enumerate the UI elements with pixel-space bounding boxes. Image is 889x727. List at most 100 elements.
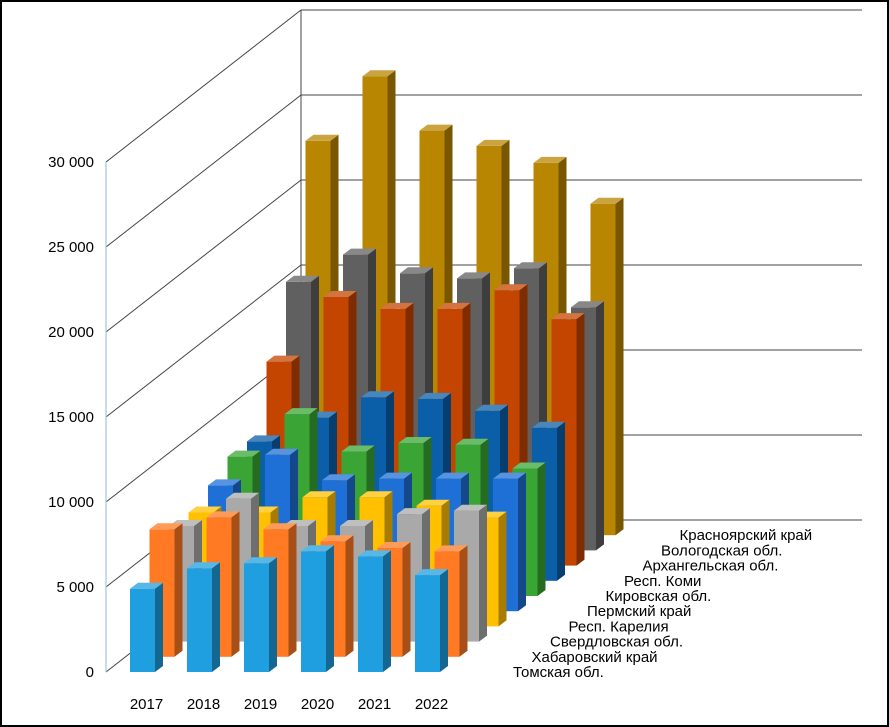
x-tick-label: 2021 xyxy=(358,696,391,713)
bar-top xyxy=(359,491,393,498)
bar xyxy=(130,582,163,672)
series-label: Кировская обл. xyxy=(606,588,712,605)
series-label: Томская обл. xyxy=(513,664,604,681)
bar-top xyxy=(149,523,183,530)
bar-side xyxy=(498,511,507,627)
bar-side xyxy=(440,569,448,672)
bar-side xyxy=(518,472,526,612)
bar-side xyxy=(383,550,391,672)
bar xyxy=(301,545,334,672)
bar-side xyxy=(212,562,220,672)
series-label: Свердловская обл. xyxy=(550,634,683,651)
bar-top xyxy=(397,508,430,515)
x-tick-label: 2019 xyxy=(244,696,277,713)
bar-top xyxy=(226,492,259,499)
bar-top xyxy=(286,275,319,282)
bar-top xyxy=(454,504,487,511)
bar-top xyxy=(494,284,528,291)
bar-top xyxy=(358,550,391,557)
bar-top xyxy=(571,301,604,308)
bar-top xyxy=(320,535,354,542)
series-label: Респ. Коми xyxy=(624,573,701,590)
bar-top xyxy=(419,124,453,131)
bar-top xyxy=(533,156,567,163)
chart-labels: 0 5 000 10 000 15 000 20 000 25 000 30 000 2017… xyxy=(48,154,812,713)
bar-side xyxy=(615,197,624,536)
bar-top xyxy=(476,139,510,146)
bar-side xyxy=(459,545,468,657)
bar-top xyxy=(341,445,375,452)
bar-top xyxy=(187,562,220,569)
series-label: Пермский край xyxy=(587,603,691,620)
bar-top xyxy=(455,438,489,445)
series-label: Респ. Карелия xyxy=(569,618,669,635)
y-tick-label: 10 000 xyxy=(48,494,94,511)
bar-top xyxy=(305,134,339,141)
bar-top xyxy=(398,437,432,443)
bar-top xyxy=(512,462,546,469)
bar xyxy=(358,550,391,672)
bar-top xyxy=(532,421,565,428)
bar-top xyxy=(418,392,451,399)
series-label: Вологодская обл. xyxy=(661,542,782,559)
bar-top xyxy=(415,569,448,576)
bar-top xyxy=(437,302,471,309)
bar-top xyxy=(475,404,508,411)
bar-front xyxy=(244,563,269,672)
bar-front xyxy=(358,556,383,672)
bar-top xyxy=(266,355,300,362)
x-tick-label: 2017 xyxy=(130,696,163,713)
bar-top xyxy=(343,248,376,255)
bar-front xyxy=(187,568,212,672)
bar-top xyxy=(361,391,394,398)
bar-side xyxy=(596,301,604,551)
bar-top xyxy=(380,302,414,309)
bar-side xyxy=(557,421,565,581)
series-label: Хабаровский край xyxy=(532,649,658,666)
gridline-side xyxy=(105,94,302,248)
bar-top xyxy=(247,435,280,442)
bar-top xyxy=(244,557,277,564)
bar-top xyxy=(323,291,357,297)
bar-top xyxy=(590,197,624,204)
bar-side xyxy=(576,313,585,566)
x-tick-label: 2022 xyxy=(415,696,448,713)
bar-top xyxy=(434,545,468,552)
bar-top xyxy=(265,448,298,455)
bar-top xyxy=(416,499,450,506)
bar-top xyxy=(284,408,318,415)
bar-top xyxy=(362,70,396,77)
y-tick-label: 0 xyxy=(86,664,94,681)
bar-top xyxy=(493,472,526,479)
x-tick-label: 2020 xyxy=(301,696,334,713)
bar-top xyxy=(551,313,585,320)
series-label: Архангельская обл. xyxy=(643,558,779,575)
bar-top xyxy=(379,472,412,479)
gridline-side xyxy=(105,179,302,333)
bar-front xyxy=(130,588,155,672)
bar-top xyxy=(206,511,240,518)
bar-side xyxy=(326,545,334,672)
bar xyxy=(187,562,220,672)
bar xyxy=(244,557,277,672)
bar-top xyxy=(130,582,163,589)
bar-side xyxy=(479,504,487,642)
y-tick-label: 30 000 xyxy=(48,154,94,171)
bar-top xyxy=(457,272,490,279)
bar-top xyxy=(302,491,336,498)
bar-top xyxy=(377,542,411,548)
bar-side xyxy=(345,535,354,657)
bar-top xyxy=(263,523,297,530)
bar-side xyxy=(174,523,183,657)
bar-top xyxy=(340,520,373,526)
gridline-side xyxy=(105,264,302,418)
bar-side xyxy=(537,462,546,596)
bar-top xyxy=(436,472,469,479)
bar-side xyxy=(231,511,240,657)
bar-top xyxy=(514,262,547,269)
gridline-side xyxy=(105,9,302,163)
bar-top xyxy=(301,545,334,552)
bar-front xyxy=(415,575,440,672)
